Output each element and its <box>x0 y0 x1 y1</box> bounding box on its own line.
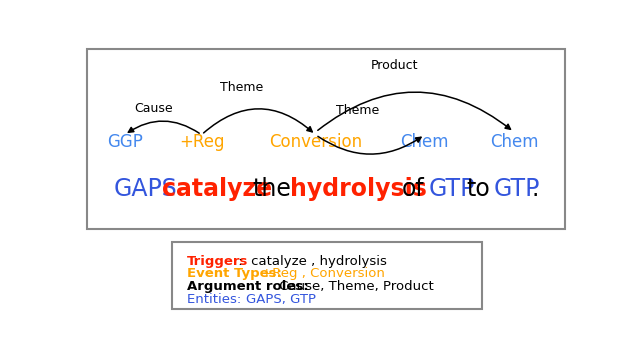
FancyBboxPatch shape <box>172 242 482 309</box>
Text: the: the <box>253 177 291 201</box>
Text: to: to <box>467 177 490 201</box>
Text: GTP: GTP <box>429 177 476 201</box>
Text: hydrolysis: hydrolysis <box>291 177 427 201</box>
Text: catalyze: catalyze <box>162 177 272 201</box>
Text: of: of <box>402 177 424 201</box>
Text: GAPS: GAPS <box>114 177 177 201</box>
Text: Chem: Chem <box>490 133 538 151</box>
Text: :  catalyze , hydrolysis: : catalyze , hydrolysis <box>234 255 387 268</box>
Text: Triggers: Triggers <box>187 255 248 268</box>
FancyBboxPatch shape <box>88 49 565 228</box>
Text: Cause: Cause <box>134 102 173 115</box>
Text: Product: Product <box>371 59 419 72</box>
Text: Theme: Theme <box>336 104 380 117</box>
Text: +Reg: +Reg <box>179 133 224 151</box>
Text: Chem: Chem <box>401 133 449 151</box>
Text: Cause, Theme, Product: Cause, Theme, Product <box>275 280 434 293</box>
Text: Event Types:: Event Types: <box>187 268 282 280</box>
Text: Argument roles:: Argument roles: <box>187 280 308 293</box>
Text: GGP: GGP <box>107 133 143 151</box>
Text: Theme: Theme <box>220 81 263 94</box>
Text: +Reg , Conversion: +Reg , Conversion <box>257 268 385 280</box>
Text: .: . <box>532 177 539 201</box>
Text: Conversion: Conversion <box>269 133 362 151</box>
Text: GTP: GTP <box>494 177 540 201</box>
Text: Entities:: Entities: <box>187 293 245 306</box>
Text: GAPS, GTP: GAPS, GTP <box>246 293 316 306</box>
